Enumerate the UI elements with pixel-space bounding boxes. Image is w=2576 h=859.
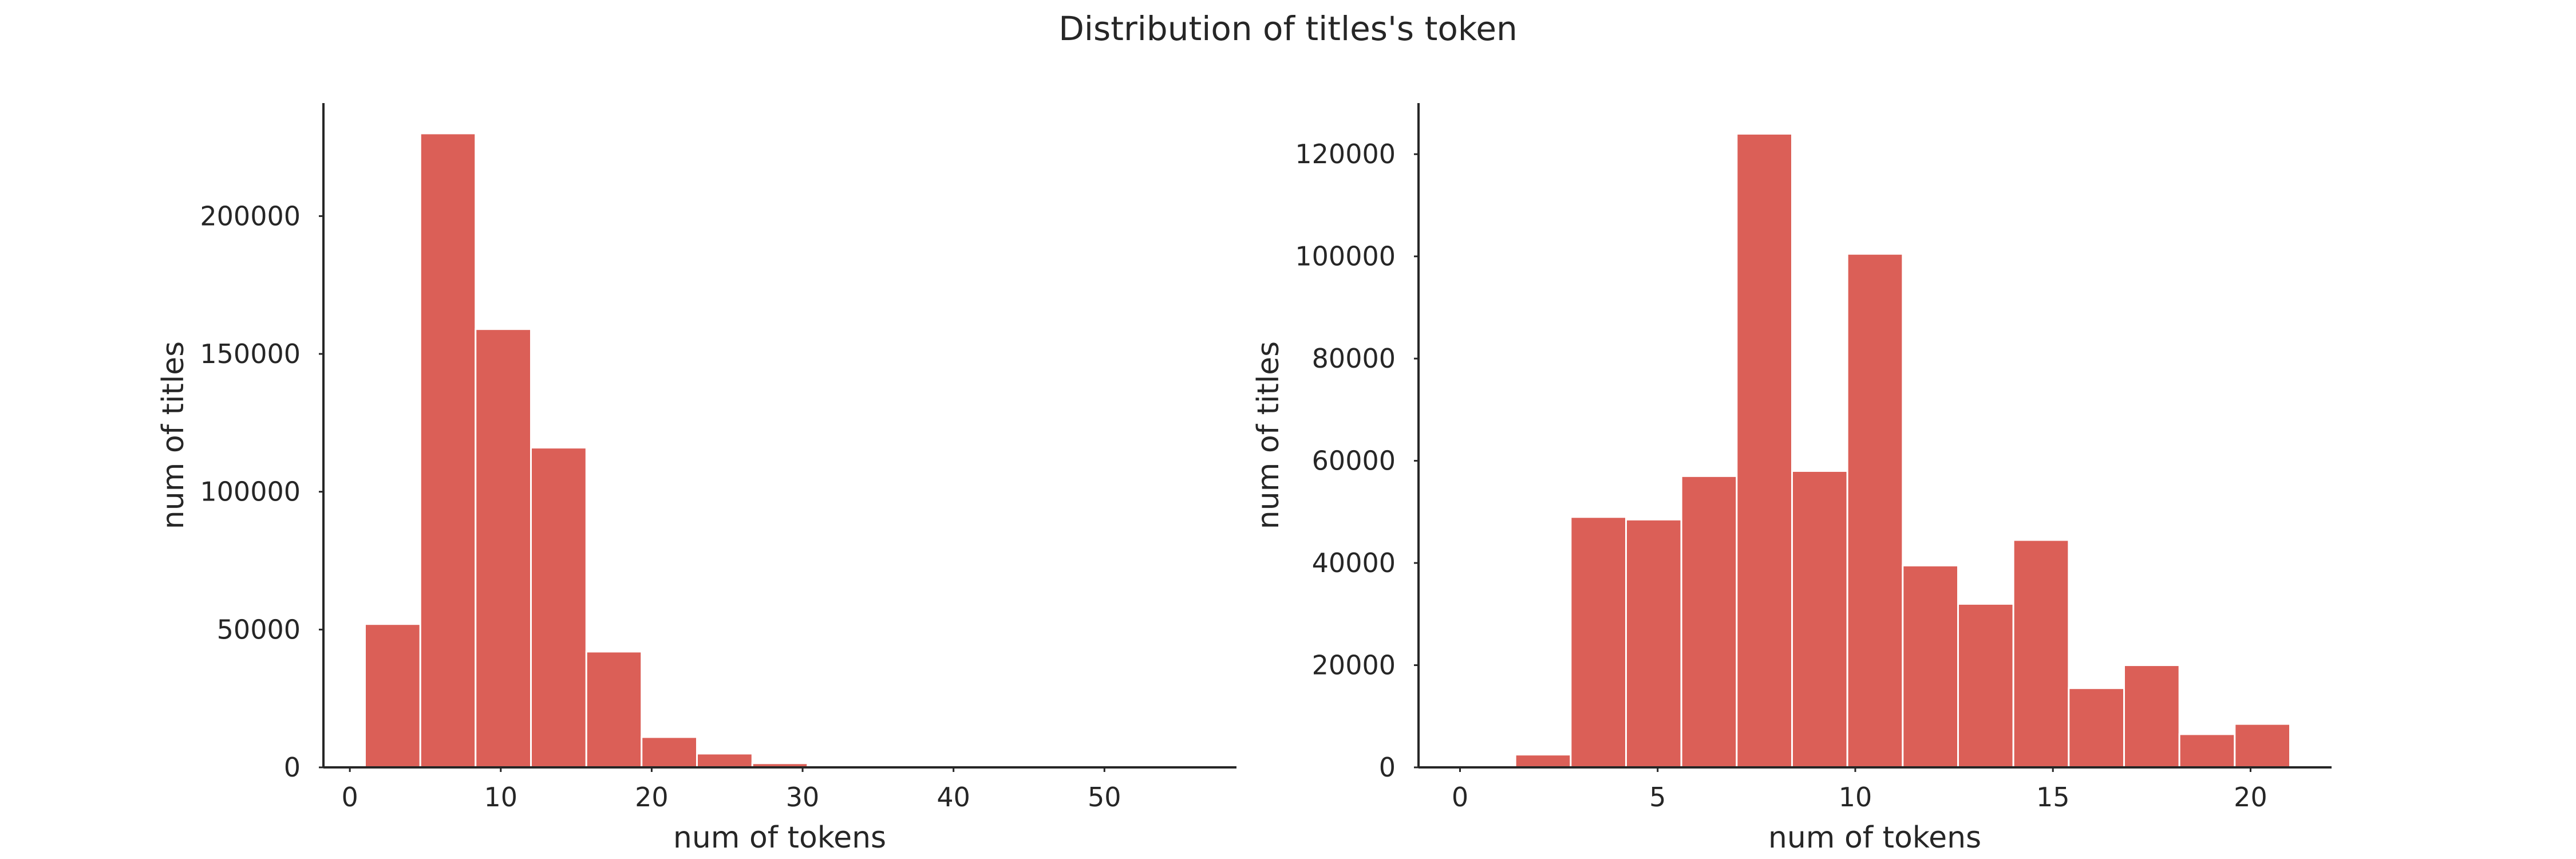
chart-right-bar bbox=[2234, 723, 2291, 769]
chart-right-x-tick-label: 5 bbox=[1649, 782, 1666, 813]
chart-left-x-tick-label: 50 bbox=[1088, 782, 1121, 813]
chart-left-x-tick-label: 10 bbox=[484, 782, 517, 813]
chart-right-y-tick-label: 100000 bbox=[1295, 241, 1396, 272]
chart-left-bar bbox=[585, 651, 643, 769]
chart-right-x-tick-label: 20 bbox=[2234, 782, 2267, 813]
chart-left-x-tick-label: 40 bbox=[937, 782, 970, 813]
chart-right-bar bbox=[1736, 133, 1793, 769]
chart-right-bar bbox=[2068, 687, 2125, 769]
chart-right-bar bbox=[1902, 565, 1959, 769]
chart-left-y-tick-label: 100000 bbox=[200, 476, 301, 507]
chart-right-y-axis-label: num of titles bbox=[1251, 341, 1286, 530]
chart-right-bar bbox=[2012, 539, 2070, 769]
chart-right-y-tick-label: 80000 bbox=[1312, 343, 1396, 374]
chart-left-x-ticks: 0 10 20 30 40 50 bbox=[341, 767, 1121, 813]
chart-right-x-tick-label: 15 bbox=[2036, 782, 2070, 813]
chart-right-y-tick-label: 0 bbox=[1379, 752, 1396, 783]
chart-left-bar bbox=[475, 328, 532, 769]
chart-left-bar bbox=[530, 447, 587, 769]
chart-right-y-tick-label: 60000 bbox=[1312, 446, 1396, 476]
chart-right-y-tick-label: 120000 bbox=[1295, 139, 1396, 170]
chart-left-y-axis-label: num of titles bbox=[156, 341, 191, 530]
chart-left-y-tick-label: 200000 bbox=[200, 200, 301, 231]
chart-right-y-tick-label: 40000 bbox=[1312, 547, 1396, 578]
chart-left-y-ticks: 0 50000 100000 150000 200000 bbox=[200, 200, 323, 783]
chart-right-bar bbox=[1846, 253, 1904, 769]
chart-left-y-tick-label: 150000 bbox=[200, 338, 301, 369]
chart-left-bar bbox=[364, 623, 421, 769]
chart-left-x-tick-label: 30 bbox=[786, 782, 820, 813]
chart-left-y-tick-label: 0 bbox=[284, 752, 301, 783]
chart-right: 0 5 10 15 20 0 20000 40000 60000 80000 100000 1200… bbox=[1251, 103, 2332, 855]
chart-left-x-tick-label: 0 bbox=[341, 782, 358, 813]
chart-left-bar bbox=[419, 132, 477, 769]
chart-right-x-tick-label: 0 bbox=[1452, 782, 1468, 813]
chart-left-bar bbox=[641, 736, 698, 769]
chart-left-x-axis-label: num of tokens bbox=[673, 821, 886, 855]
chart-right-bar bbox=[2123, 664, 2180, 769]
chart-right-bar bbox=[1791, 470, 1848, 769]
chart-left-y-tick-label: 50000 bbox=[217, 614, 301, 645]
chart-right-bar bbox=[1957, 602, 2014, 769]
chart-left-bars bbox=[364, 132, 1196, 769]
chart-right-bar bbox=[1625, 518, 1682, 769]
chart-right-x-ticks: 0 5 10 15 20 bbox=[1452, 767, 2267, 813]
chart-right-x-axis-label: num of tokens bbox=[1768, 821, 1981, 855]
chart-left-bar bbox=[696, 752, 753, 769]
chart-right-x-tick-label: 10 bbox=[1839, 782, 1872, 813]
chart-right-bar bbox=[1680, 475, 1738, 769]
figure-title: Distribution of titles's token bbox=[1058, 9, 1518, 48]
chart-right-y-tick-label: 20000 bbox=[1312, 650, 1396, 681]
chart-right-bar bbox=[2178, 733, 2236, 769]
chart-right-bar bbox=[1514, 754, 1572, 769]
chart-right-y-ticks: 0 20000 40000 60000 80000 100000 120000 bbox=[1295, 139, 1419, 783]
chart-left: 0 10 20 30 40 50 0 50000 100000 150000 200000 num… bbox=[156, 103, 1236, 855]
chart-right-bar bbox=[1570, 516, 1627, 769]
chart-left-x-tick-label: 20 bbox=[635, 782, 669, 813]
